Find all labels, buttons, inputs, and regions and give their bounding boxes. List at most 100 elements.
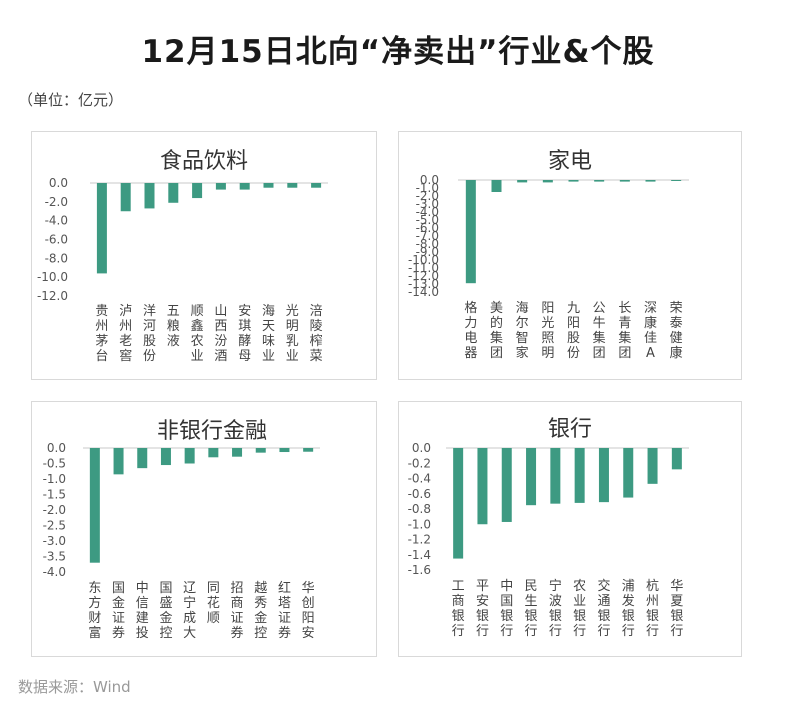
x-category-label: 招商证券 — [231, 581, 244, 641]
bar — [113, 448, 124, 475]
bar — [477, 448, 488, 525]
y-tick-label: -1.5 — [43, 488, 66, 502]
bar — [647, 448, 658, 484]
x-category-label: 中国银行 — [500, 579, 513, 639]
x-category-label: 阳光照明 — [541, 301, 554, 361]
bar — [574, 448, 585, 503]
y-tick-label: -8.0 — [45, 251, 68, 265]
x-category-label: 涪陵榨菜 — [310, 304, 323, 364]
chart-title: 食品饮料 — [160, 149, 248, 174]
bar — [89, 448, 100, 563]
bar — [96, 183, 107, 274]
bar — [303, 448, 314, 452]
y-tick-label: -4.0 — [416, 205, 439, 219]
bar — [168, 183, 179, 203]
bar — [160, 448, 171, 466]
y-tick-label: -1.4 — [408, 548, 431, 562]
x-category-label: 光明乳业 — [286, 304, 299, 364]
bar — [192, 183, 203, 199]
bar — [550, 448, 561, 504]
bar — [287, 183, 298, 188]
source-note: 数据来源：Wind — [18, 678, 131, 696]
x-category-label: 五粮液 — [167, 304, 180, 349]
bar — [263, 183, 274, 188]
bar — [623, 448, 634, 498]
x-category-label: 洋河股份 — [143, 304, 156, 364]
y-tick-label: -14.0 — [408, 285, 439, 299]
y-tick-label: -8.0 — [416, 237, 439, 251]
chart-panel-food-beverage: 食品饮料 0.0 -2.0 -4.0 -6.0 -8.0 -10.0 -12.0 贵州茅台 泸州老… — [31, 131, 377, 380]
bar-chart: 银行 0.0-0.2 -0.4-0.6-0.8-1.0 -1.2-1.4-1.6 工商银… — [408, 417, 689, 639]
x-category-label: 国金证券 — [112, 581, 125, 641]
bar — [239, 183, 250, 190]
bar — [645, 180, 656, 182]
bar — [526, 448, 537, 506]
bar — [137, 448, 148, 469]
y-tick-label: 0.0 — [49, 176, 68, 190]
bar — [517, 180, 528, 183]
x-category-label: 交通银行 — [597, 578, 610, 639]
bar — [255, 448, 266, 453]
y-tick-label: -7.0 — [416, 229, 439, 243]
y-tick-label: -0.4 — [408, 472, 431, 486]
y-tick-label: -4.0 — [45, 214, 68, 228]
x-category-label: 深康佳 A — [644, 301, 657, 361]
x-category-label: 民生银行 — [525, 579, 538, 639]
bar — [232, 448, 243, 457]
bar — [619, 180, 630, 182]
bar — [671, 180, 682, 181]
y-tick-label: -2.5 — [43, 519, 66, 533]
x-category-label: 宁波银行 — [549, 578, 562, 639]
y-tick-label: -6.0 — [416, 221, 439, 235]
chart-title: 非银行金融 — [157, 419, 267, 444]
bar — [501, 448, 512, 522]
bar — [453, 448, 464, 559]
y-tick-label: -12.0 — [408, 269, 439, 283]
y-tick-label: -2.0 — [45, 195, 68, 209]
x-category-label: 华夏银行 — [670, 579, 683, 639]
y-tick-label: -6.0 — [45, 233, 68, 247]
bar-chart: 家电 0.0-1.0-2.0-3.0-4.0-5.0-6.0-7.0-8.0-9.… — [408, 149, 689, 361]
y-tick-label: -9.0 — [416, 245, 439, 259]
x-category-label: 国盛金控 — [159, 581, 172, 641]
y-tick-label: 0.0 — [412, 441, 431, 455]
x-category-label: 安琪酵母 — [238, 304, 251, 364]
bar — [542, 180, 553, 183]
chart-title: 家电 — [548, 149, 592, 174]
x-category-label: 平安银行 — [476, 579, 489, 639]
y-tick-label: -2.0 — [416, 189, 439, 203]
y-tick-label: -0.8 — [408, 502, 431, 516]
y-tick-label: -13.0 — [408, 277, 439, 291]
x-category-label: 红塔证券 — [278, 580, 291, 641]
bar — [311, 183, 322, 188]
y-tick-label: -1.2 — [408, 533, 431, 547]
page-title: 12月15日北向“净卖出”行业&个股 — [141, 34, 655, 70]
x-category-label: 工商银行 — [452, 579, 465, 639]
x-category-label: 长青集团 — [618, 301, 631, 361]
x-category-label: 同花顺 — [207, 581, 220, 626]
bar — [279, 448, 290, 453]
y-tick-label: -0.6 — [408, 487, 431, 501]
x-category-label: 荣泰健康 — [670, 301, 683, 361]
x-category-label: 贵州茅台 — [95, 304, 108, 364]
bar — [568, 180, 579, 182]
y-tick-label: -1.0 — [43, 472, 66, 486]
y-tick-label: 0.0 — [420, 173, 439, 187]
chart-panel-bank: 银行 0.0 -0.2 -0.4 -0.6 -0.8 -1.0 -1.2 -1.4 -1.6 工商银… — [398, 401, 742, 657]
bar — [465, 180, 476, 284]
bar — [208, 448, 219, 458]
x-category-label: 杭州银行 — [646, 579, 659, 639]
chart-panel-non-bank-finance: 非银行金融 0.0 -0.5 -1.0 -1.5 -2.0 -2.5 -3.0 -3.5 -4.0… — [31, 401, 377, 657]
x-category-label: 海天味业 — [262, 304, 275, 364]
x-category-label: 顺鑫农业 — [191, 304, 204, 364]
bar — [184, 448, 195, 464]
y-tick-label: -0.5 — [43, 457, 66, 471]
bar — [491, 180, 502, 192]
y-tick-label: -10.0 — [37, 270, 68, 284]
bar — [215, 183, 226, 190]
x-category-label: 东方财富 — [88, 581, 101, 641]
x-category-label: 山西汾酒 — [214, 304, 227, 364]
x-category-label: 中信建投 — [136, 581, 149, 641]
x-category-label: 辽宁成大 — [183, 581, 196, 641]
unit-note: （单位：亿元） — [18, 91, 124, 109]
